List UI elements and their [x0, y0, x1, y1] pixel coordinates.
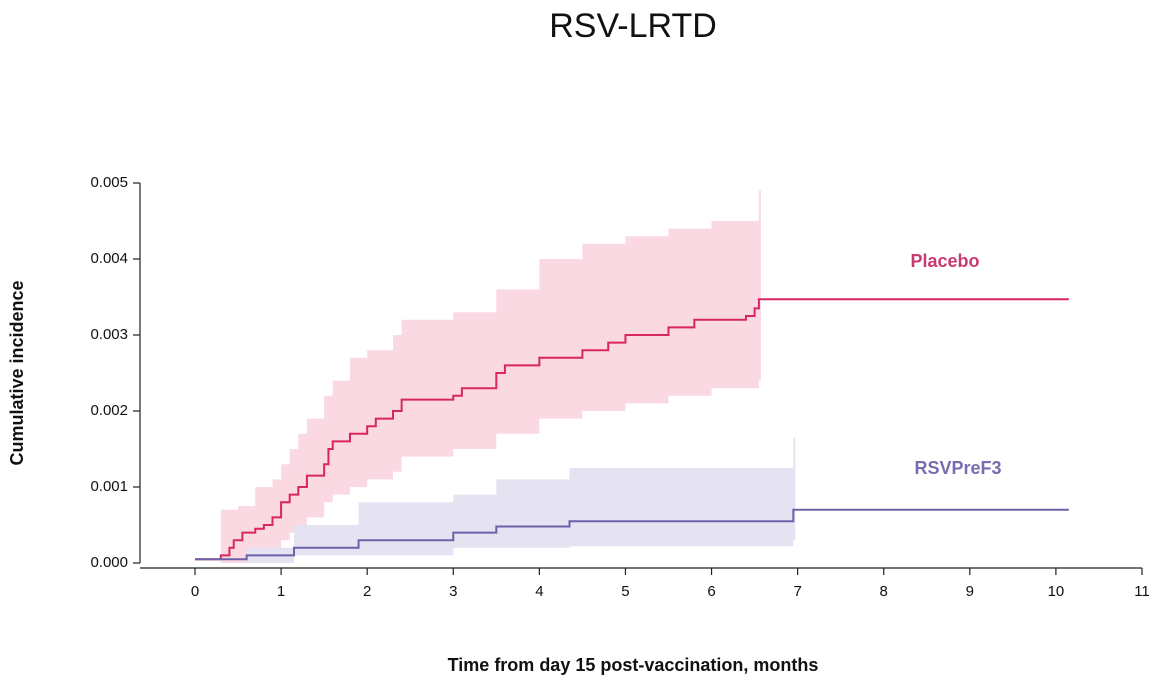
series-label: Placebo [910, 251, 979, 271]
chart-title: RSV-LRTD [549, 7, 717, 45]
confidence-band [246, 437, 796, 563]
y-axis-label: Cumulative incidence [7, 280, 27, 465]
series-label: RSVPreF3 [914, 458, 1001, 478]
x-tick-label: 8 [880, 583, 888, 600]
x-tick-label: 6 [707, 583, 715, 600]
y-tick-label: 0.000 [90, 554, 128, 571]
y-tick-label: 0.002 [90, 402, 128, 419]
y-tick-label: 0.004 [90, 250, 128, 267]
x-tick-label: 4 [535, 583, 543, 600]
y-tick-label: 0.005 [90, 174, 128, 191]
x-tick-label: 3 [449, 583, 457, 600]
x-tick-label: 0 [191, 583, 199, 600]
step-line [195, 298, 1069, 561]
x-tick-label: 5 [621, 583, 629, 600]
x-tick-label: 9 [966, 583, 974, 600]
step-line [195, 508, 1069, 561]
x-tick-label: 2 [363, 583, 371, 600]
confidence-band [220, 190, 761, 563]
x-tick-label: 10 [1048, 583, 1065, 600]
x-tick-label: 7 [793, 583, 801, 600]
x-tick-label: 1 [277, 583, 285, 600]
y-tick-label: 0.003 [90, 326, 128, 343]
x-tick-label: 11 [1134, 583, 1150, 600]
y-tick-label: 0.001 [90, 478, 128, 495]
x-axis-label: Time from day 15 post-vaccination, month… [448, 655, 819, 675]
